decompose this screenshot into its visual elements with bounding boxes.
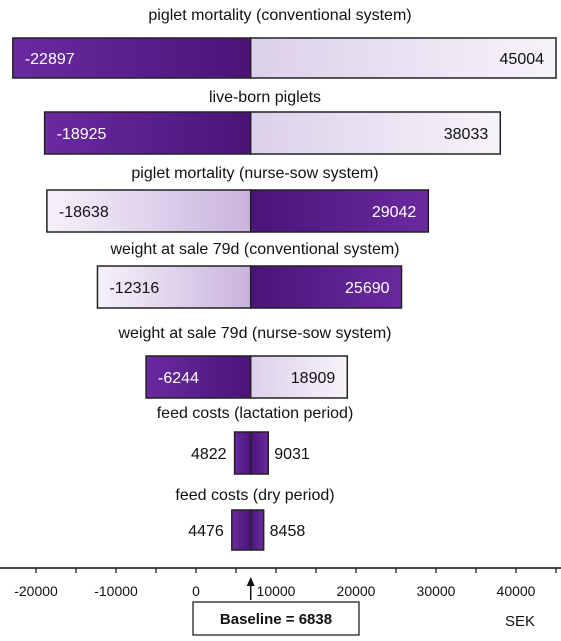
bar-high-segment	[249, 431, 269, 475]
bar-low-segment	[96, 265, 252, 309]
low-value-label: -12316	[109, 280, 159, 297]
category-label: weight at sale 79d (conventional system)	[109, 241, 399, 258]
x-tick-label: 40000	[497, 583, 536, 599]
category-label: live-born piglets	[209, 89, 321, 106]
bars-layer: piglet mortality (conventional system) -2…	[12, 7, 557, 551]
bar-group: feed costs (lactation period) 4822 9031	[157, 405, 354, 475]
high-value-label: 38033	[444, 126, 489, 143]
low-value-label: 4476	[188, 523, 224, 540]
bar-high-segment	[249, 37, 557, 79]
category-label: piglet mortality (conventional system)	[148, 7, 411, 24]
bar-group: feed costs (dry period) 4476 8458	[175, 487, 335, 551]
x-tick-label: 30000	[417, 583, 456, 599]
bar-group: weight at sale 79d (nurse-sow system) -62…	[118, 325, 392, 399]
x-tick-label: -10000	[94, 583, 138, 599]
bar-low-segment	[231, 509, 252, 551]
low-value-label: -6244	[158, 370, 199, 387]
baseline-marker: Baseline = 6838	[192, 577, 360, 636]
category-label: feed costs (lactation period)	[157, 405, 354, 422]
bar-high-segment	[249, 355, 349, 399]
bar-low-segment	[12, 37, 252, 79]
x-tick-label: 20000	[337, 583, 376, 599]
high-value-label: 8458	[270, 523, 306, 540]
low-value-label: -18925	[57, 126, 107, 143]
baseline-label: Baseline = 6838	[220, 611, 332, 628]
bar-low-segment	[145, 355, 252, 399]
bar-high-segment	[249, 265, 403, 309]
bar-group: live-born piglets -18925 38033	[43, 89, 502, 155]
bar-low-segment	[46, 189, 252, 233]
bar-high-segment	[249, 509, 265, 551]
x-tick-label: 10000	[257, 583, 296, 599]
low-value-label: -18638	[59, 204, 109, 221]
x-tick-label: -20000	[14, 583, 58, 599]
baseline-arrow-icon	[246, 577, 255, 586]
category-label: piglet mortality (nurse-sow system)	[131, 165, 378, 182]
bar-group: piglet mortality (conventional system) -2…	[12, 7, 557, 79]
bar-low-segment	[233, 431, 252, 475]
bar-group: weight at sale 79d (conventional system)…	[96, 241, 403, 309]
low-value-label: 4822	[191, 446, 227, 463]
category-label: weight at sale 79d (nurse-sow system)	[118, 325, 392, 342]
bar-low-segment	[43, 111, 252, 155]
low-value-label: -22897	[25, 51, 75, 68]
high-value-label: 45004	[500, 51, 545, 68]
x-tick-label: 0	[192, 583, 200, 599]
category-label: feed costs (dry period)	[175, 487, 334, 504]
high-value-label: 25690	[345, 280, 390, 297]
high-value-label: 18909	[291, 370, 336, 387]
high-value-label: 29042	[372, 204, 417, 221]
x-axis-unit-label: SEK	[505, 613, 535, 630]
baseline-box	[192, 601, 360, 636]
bar-high-segment	[249, 111, 502, 155]
bar-high-segment	[249, 189, 430, 233]
bar-group: piglet mortality (nurse-sow system) -1863…	[46, 165, 430, 233]
high-value-label: 9031	[274, 446, 310, 463]
x-axis: -20000 -10000 0 10000 20000 30000 40000 SEK	[0, 567, 561, 630]
